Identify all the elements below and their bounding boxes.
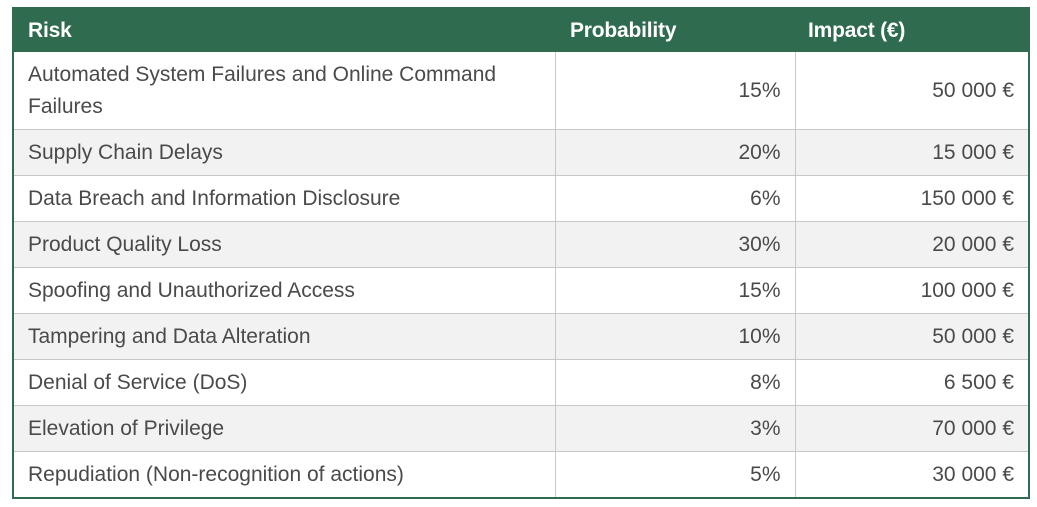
- cell-impact: 150 000 €: [794, 175, 1028, 222]
- cell-impact: 100 000 €: [794, 267, 1028, 314]
- risk-table-container: Risk Probability Impact (€) Automated Sy…: [12, 7, 1030, 499]
- cell-impact: 30 000 €: [794, 451, 1028, 497]
- cell-impact: 15 000 €: [794, 129, 1028, 176]
- header-probability: Probability: [555, 9, 795, 52]
- cell-risk: Elevation of Privilege: [14, 405, 555, 452]
- table-row: Data Breach and Information Disclosure 6…: [14, 175, 1028, 222]
- header-risk: Risk: [14, 9, 555, 52]
- cell-probability: 10%: [554, 313, 795, 360]
- cell-impact: 70 000 €: [794, 405, 1028, 452]
- cell-impact: 50 000 €: [794, 313, 1028, 360]
- header-impact: Impact (€): [795, 9, 1028, 52]
- cell-impact: 50 000 €: [794, 52, 1028, 130]
- table-row: Denial of Service (DoS) 8% 6 500 €: [14, 359, 1028, 406]
- cell-risk: Automated System Failures and Online Com…: [28, 63, 497, 118]
- cell-probability: 15%: [554, 267, 795, 314]
- table-body: Automated System Failures and Online Com…: [14, 52, 1028, 497]
- cell-risk: Product Quality Loss: [14, 221, 555, 268]
- table-row: Elevation of Privilege 3% 70 000 €: [14, 405, 1028, 452]
- table-row: Product Quality Loss 30% 20 000 €: [14, 221, 1028, 268]
- header-row: Risk Probability Impact (€): [14, 9, 1028, 52]
- cell-risk: Supply Chain Delays: [14, 129, 555, 176]
- cell-probability: 6%: [554, 175, 795, 222]
- table-row: Tampering and Data Alteration 10% 50 000…: [14, 313, 1028, 360]
- risk-table: Risk Probability Impact (€) Automated Sy…: [14, 9, 1028, 497]
- cell-risk: Data Breach and Information Disclosure: [14, 175, 555, 222]
- cell-probability: 3%: [554, 405, 795, 452]
- table-row: Spoofing and Unauthorized Access 15% 100…: [14, 267, 1028, 314]
- cell-risk: Repudiation (Non-recognition of actions): [14, 451, 555, 497]
- cell-impact: 20 000 €: [794, 221, 1028, 268]
- cell-probability: 15%: [554, 52, 795, 130]
- cell-risk: Spoofing and Unauthorized Access: [14, 267, 555, 314]
- cell-impact: 6 500 €: [794, 359, 1028, 406]
- cell-probability: 8%: [554, 359, 795, 406]
- table-header: Risk Probability Impact (€): [14, 9, 1028, 52]
- cell-probability: 20%: [554, 129, 795, 176]
- cell-risk: Tampering and Data Alteration: [14, 313, 555, 360]
- cell-probability: 5%: [554, 451, 795, 497]
- table-row: Repudiation (Non-recognition of actions)…: [14, 451, 1028, 497]
- table-row: Automated System Failures and Online Com…: [14, 52, 1028, 130]
- cell-risk: Denial of Service (DoS): [14, 359, 555, 406]
- cell-probability: 30%: [554, 221, 795, 268]
- table-row: Supply Chain Delays 20% 15 000 €: [14, 129, 1028, 176]
